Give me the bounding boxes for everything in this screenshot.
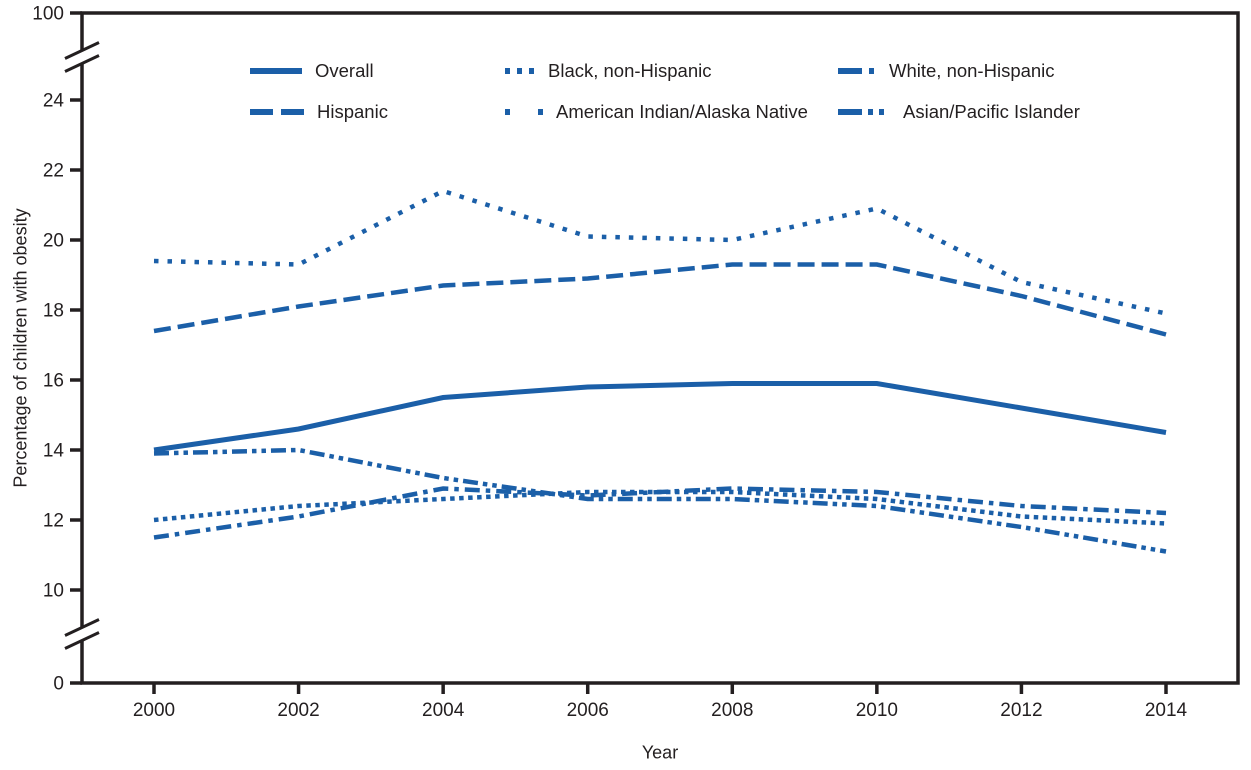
y-tick-label-0: 0 <box>53 674 64 695</box>
x-tick-label-2012: 2012 <box>1000 700 1042 721</box>
series-line-hispanic <box>153 262 1167 337</box>
y-axis-title: Percentage of children with obesity <box>10 208 31 488</box>
series-line-asian-pacific-islander <box>153 447 1167 554</box>
y-tick-label-24: 24 <box>43 91 65 112</box>
legend-marker-overall-solid-line <box>250 68 302 74</box>
legend-label-black-non-hispanic: Black, non-Hispanic <box>548 60 712 81</box>
legend-item-hispanic: Hispanic <box>250 101 388 122</box>
y-axis-break-gap-lower <box>78 627 86 641</box>
legend-marker-hispanic-dashed-line <box>250 109 304 115</box>
legend-marker-black-dotted-line <box>505 68 535 74</box>
plot-frame <box>80 11 1240 685</box>
x-tick-label-2014: 2014 <box>1145 700 1188 721</box>
legend-marker-aian-sparse-dotted-line <box>505 109 543 115</box>
legend-item-overall: Overall <box>250 60 374 81</box>
y-tick-label-22: 22 <box>43 161 64 182</box>
y-axis-break-slash-upper-0 <box>64 41 100 60</box>
x-tick-label-2000: 2000 <box>133 700 175 721</box>
x-tick-label-2010: 2010 <box>856 700 898 721</box>
y-tick-label-10: 10 <box>43 581 64 602</box>
series-line-overall <box>153 381 1167 453</box>
series-line-black-non-hispanic <box>153 489 1167 526</box>
legend-label-overall: Overall <box>315 60 374 81</box>
x-tick-label-2008: 2008 <box>711 700 753 721</box>
y-axis-break-gap-upper <box>78 50 86 64</box>
y-tick-label-18: 18 <box>43 301 64 322</box>
y-tick-label-12: 12 <box>43 511 64 532</box>
legend-marker-api-dash-dot-dot-line <box>838 109 890 115</box>
legend-marker-white-dash-dot-line <box>838 68 876 74</box>
legend-item-american-indian-alaska-native: American Indian/Alaska Native <box>505 101 808 122</box>
legend-label-asian-pacific-islander: Asian/Pacific Islander <box>903 101 1080 122</box>
y-axis-break-slash-lower-1 <box>64 631 100 650</box>
legend-label-hispanic: Hispanic <box>317 101 388 122</box>
y-axis-break-slash-upper-1 <box>64 54 100 73</box>
x-axis-title: Year <box>641 742 679 763</box>
y-tick-label-20: 20 <box>43 231 64 252</box>
y-axis-break-slash-lower-0 <box>64 618 100 637</box>
y-tick-label-16: 16 <box>43 371 64 392</box>
y-tick-label-14: 14 <box>43 441 65 462</box>
x-tick-label-2002: 2002 <box>277 700 319 721</box>
x-tick-label-2006: 2006 <box>567 700 609 721</box>
series-line-american-indian-alaska-native <box>153 188 1167 316</box>
legend-item-black-non-hispanic: Black, non-Hispanic <box>505 60 712 81</box>
legend-item-white-non-hispanic: White, non-Hispanic <box>838 60 1055 81</box>
legend-label-american-indian-alaska-native: American Indian/Alaska Native <box>556 101 808 122</box>
legend-item-asian-pacific-islander: Asian/Pacific Islander <box>838 101 1080 122</box>
series-line-white-non-hispanic <box>153 486 1167 540</box>
y-tick-label-100: 100 <box>32 4 64 25</box>
legend-label-white-non-hispanic: White, non-Hispanic <box>889 60 1055 81</box>
x-tick-label-2004: 2004 <box>422 700 465 721</box>
